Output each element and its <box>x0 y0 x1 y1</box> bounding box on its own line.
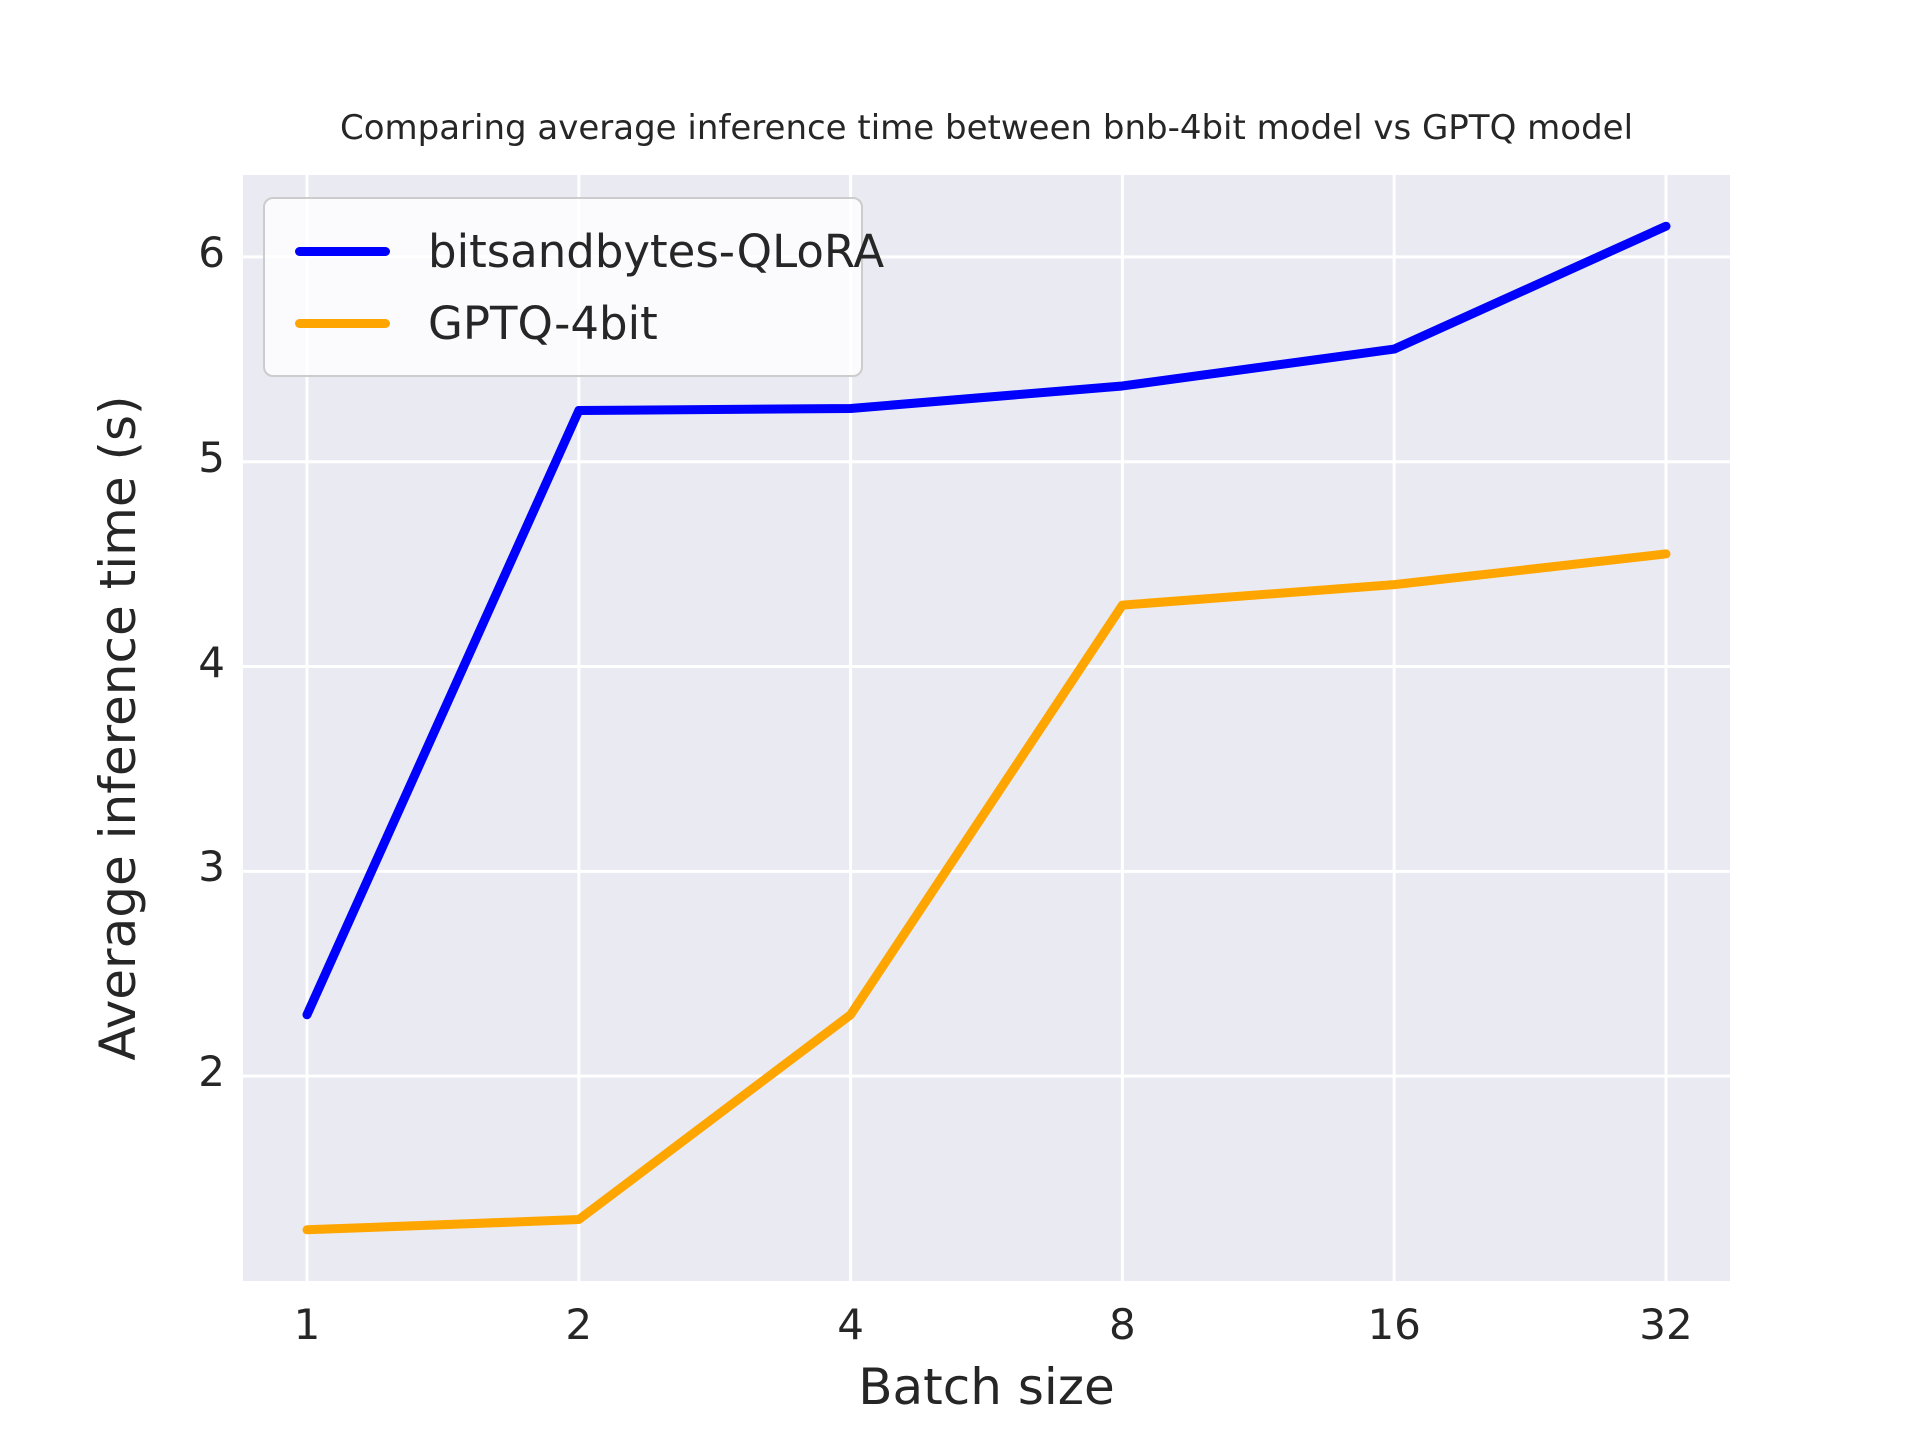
y-tick-label: 4 <box>198 637 225 687</box>
x-tick-label: 4 <box>837 1300 864 1349</box>
legend-item: bitsandbytes-QLoRA <box>265 215 884 287</box>
y-tick-label: 3 <box>198 842 225 892</box>
x-tick-label: 32 <box>1639 1300 1693 1349</box>
y-tick-label: 6 <box>198 227 225 277</box>
legend-swatch-bitsandbytes-qlora <box>295 246 390 256</box>
plot-area: bitsandbytes-QLoRA GPTQ-4bit <box>243 175 1730 1281</box>
legend-label: GPTQ-4bit <box>428 296 658 350</box>
x-tick-label: 1 <box>293 1300 321 1349</box>
legend: bitsandbytes-QLoRA GPTQ-4bit <box>263 197 884 377</box>
x-tick-label: 2 <box>565 1300 593 1349</box>
x-tick-label: 16 <box>1367 1300 1421 1349</box>
y-tick-label: 5 <box>198 432 225 482</box>
x-axis-label: Batch size <box>858 1358 1115 1416</box>
series-line-gptq-4bit <box>302 549 1671 1235</box>
x-tick-label: 8 <box>1109 1300 1136 1349</box>
legend-label: bitsandbytes-QLoRA <box>428 224 885 278</box>
y-axis-label: Average inference time (s) <box>89 395 147 1061</box>
chart-title: Comparing average inference time between… <box>339 108 1634 148</box>
legend-item: GPTQ-4bit <box>265 287 861 359</box>
series-line-bitsandbytes-qlora <box>302 221 1671 1020</box>
legend-swatch-gptq-4bit <box>295 318 390 328</box>
y-tick-label: 2 <box>198 1047 225 1097</box>
